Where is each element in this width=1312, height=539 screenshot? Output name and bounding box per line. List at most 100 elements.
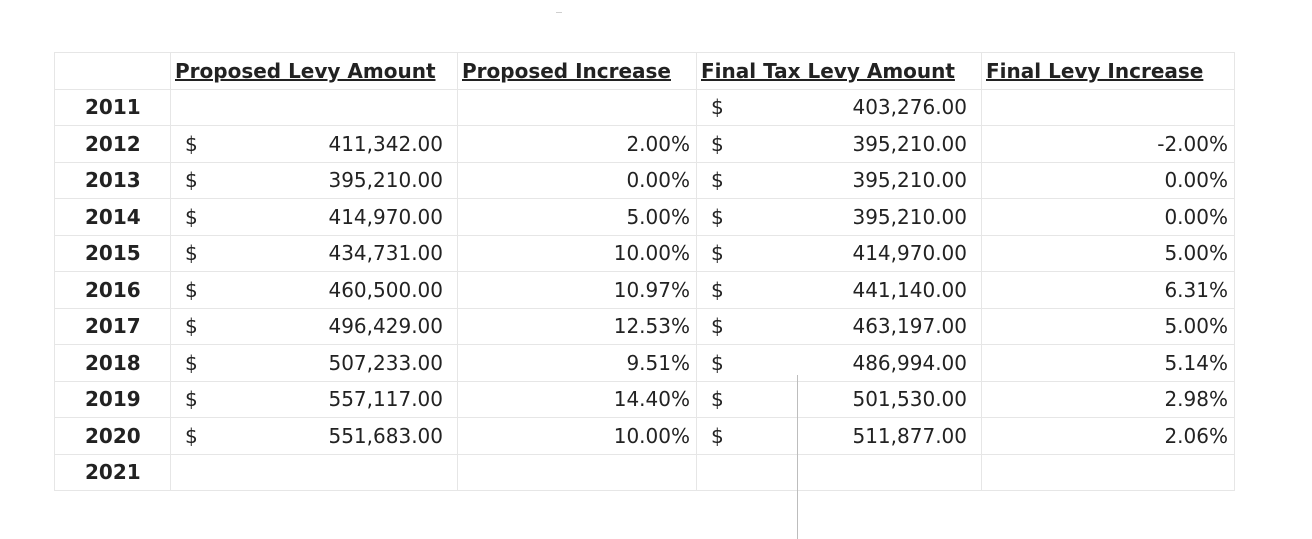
year-cell: 2011 xyxy=(54,88,171,126)
header-proposed-increase: Proposed Increase xyxy=(457,52,697,90)
table-row: 2016 $460,500.00 10.97% $441,140.00 6.31% xyxy=(54,271,1235,309)
table-row: 2014 $414,970.00 5.00% $395,210.00 0.00% xyxy=(54,198,1235,236)
proposed-amount-value: 551,683.00 xyxy=(328,423,443,448)
final-amount-value: 395,210.00 xyxy=(852,204,967,229)
table-row: 2011 $403,276.00 xyxy=(54,88,1235,126)
header-final-amount: Final Tax Levy Amount xyxy=(696,52,982,90)
header-proposed-amount: Proposed Levy Amount xyxy=(170,52,458,90)
proposed-amount-cell xyxy=(170,453,458,491)
final-amount-value: 463,197.00 xyxy=(852,314,967,339)
currency-symbol: $ xyxy=(711,204,724,229)
table-row: 2017 $496,429.00 12.53% $463,197.00 5.00% xyxy=(54,307,1235,345)
final-increase-cell: 0.00% xyxy=(981,198,1235,236)
currency-symbol: $ xyxy=(711,314,724,339)
proposed-increase-cell xyxy=(457,453,697,491)
currency-symbol: $ xyxy=(185,350,198,375)
table-row: 2013 $395,210.00 0.00% $395,210.00 0.00% xyxy=(54,161,1235,199)
year-cell: 2019 xyxy=(54,380,171,418)
table-row: 2020 $551,683.00 10.00% $511,877.00 2.06% xyxy=(54,417,1235,455)
year-cell: 2020 xyxy=(54,417,171,455)
final-increase-cell: 2.06% xyxy=(981,417,1235,455)
year-cell: 2017 xyxy=(54,307,171,345)
proposed-amount-cell: $411,342.00 xyxy=(170,125,458,163)
scan-line xyxy=(797,375,798,539)
proposed-amount-cell: $496,429.00 xyxy=(170,307,458,345)
currency-symbol: $ xyxy=(185,387,198,412)
currency-symbol: $ xyxy=(711,387,724,412)
final-amount-cell: $501,530.00 xyxy=(696,380,982,418)
final-increase-cell xyxy=(981,88,1235,126)
proposed-amount-value: 460,500.00 xyxy=(328,277,443,302)
final-amount-cell: $395,210.00 xyxy=(696,198,982,236)
final-amount-cell: $441,140.00 xyxy=(696,271,982,309)
currency-symbol: $ xyxy=(711,350,724,375)
table-row: 2018 $507,233.00 9.51% $486,994.00 5.14% xyxy=(54,344,1235,382)
proposed-amount-value: 496,429.00 xyxy=(328,314,443,339)
currency-symbol: $ xyxy=(185,131,198,156)
final-amount-value: 414,970.00 xyxy=(852,241,967,266)
final-amount-value: 511,877.00 xyxy=(852,423,967,448)
final-increase-cell: 0.00% xyxy=(981,161,1235,199)
currency-symbol: $ xyxy=(711,168,724,193)
final-amount-value: 501,530.00 xyxy=(852,387,967,412)
proposed-amount-cell: $557,117.00 xyxy=(170,380,458,418)
table-row: 2015 $434,731.00 10.00% $414,970.00 5.00% xyxy=(54,234,1235,272)
proposed-amount-cell: $507,233.00 xyxy=(170,344,458,382)
final-amount-cell: $403,276.00 xyxy=(696,88,982,126)
corner-cell xyxy=(54,52,171,90)
proposed-increase-cell: 9.51% xyxy=(457,344,697,382)
proposed-increase-cell xyxy=(457,88,697,126)
final-amount-cell: $414,970.00 xyxy=(696,234,982,272)
levy-table: Proposed Levy Amount Proposed Increase F… xyxy=(54,52,1235,491)
header-row: Proposed Levy Amount Proposed Increase F… xyxy=(54,52,1235,90)
currency-symbol: $ xyxy=(185,314,198,339)
proposed-amount-cell xyxy=(170,88,458,126)
table-row: 2012 $411,342.00 2.00% $395,210.00 -2.00% xyxy=(54,125,1235,163)
proposed-amount-value: 411,342.00 xyxy=(328,131,443,156)
final-increase-cell: 5.14% xyxy=(981,344,1235,382)
proposed-amount-cell: $395,210.00 xyxy=(170,161,458,199)
year-cell: 2015 xyxy=(54,234,171,272)
currency-symbol: $ xyxy=(711,423,724,448)
proposed-amount-cell: $551,683.00 xyxy=(170,417,458,455)
proposed-increase-cell: 10.97% xyxy=(457,271,697,309)
year-cell: 2016 xyxy=(54,271,171,309)
header-final-increase: Final Levy Increase xyxy=(981,52,1235,90)
proposed-amount-value: 557,117.00 xyxy=(328,387,443,412)
final-amount-cell: $395,210.00 xyxy=(696,125,982,163)
proposed-increase-cell: 5.00% xyxy=(457,198,697,236)
table-row: 2019 $557,117.00 14.40% $501,530.00 2.98% xyxy=(54,380,1235,418)
scan-dot xyxy=(556,12,562,13)
currency-symbol: $ xyxy=(711,277,724,302)
final-increase-cell: 5.00% xyxy=(981,234,1235,272)
table-row: 2021 xyxy=(54,453,1235,491)
year-cell: 2012 xyxy=(54,125,171,163)
proposed-amount-cell: $434,731.00 xyxy=(170,234,458,272)
final-amount-value: 403,276.00 xyxy=(852,95,967,120)
final-amount-value: 441,140.00 xyxy=(852,277,967,302)
final-increase-cell: 2.98% xyxy=(981,380,1235,418)
proposed-amount-value: 414,970.00 xyxy=(328,204,443,229)
proposed-increase-cell: 10.00% xyxy=(457,417,697,455)
final-amount-value: 395,210.00 xyxy=(852,168,967,193)
year-cell: 2014 xyxy=(54,198,171,236)
proposed-amount-value: 395,210.00 xyxy=(328,168,443,193)
final-increase-cell: 6.31% xyxy=(981,271,1235,309)
final-increase-cell: -2.00% xyxy=(981,125,1235,163)
currency-symbol: $ xyxy=(185,241,198,266)
proposed-amount-cell: $460,500.00 xyxy=(170,271,458,309)
proposed-increase-cell: 0.00% xyxy=(457,161,697,199)
currency-symbol: $ xyxy=(711,131,724,156)
final-amount-cell xyxy=(696,453,982,491)
proposed-increase-cell: 12.53% xyxy=(457,307,697,345)
year-cell: 2018 xyxy=(54,344,171,382)
proposed-increase-cell: 10.00% xyxy=(457,234,697,272)
currency-symbol: $ xyxy=(711,241,724,266)
final-amount-cell: $463,197.00 xyxy=(696,307,982,345)
proposed-increase-cell: 14.40% xyxy=(457,380,697,418)
final-amount-cell: $486,994.00 xyxy=(696,344,982,382)
final-increase-cell: 5.00% xyxy=(981,307,1235,345)
final-amount-value: 486,994.00 xyxy=(852,350,967,375)
currency-symbol: $ xyxy=(711,95,724,120)
year-cell: 2021 xyxy=(54,453,171,491)
